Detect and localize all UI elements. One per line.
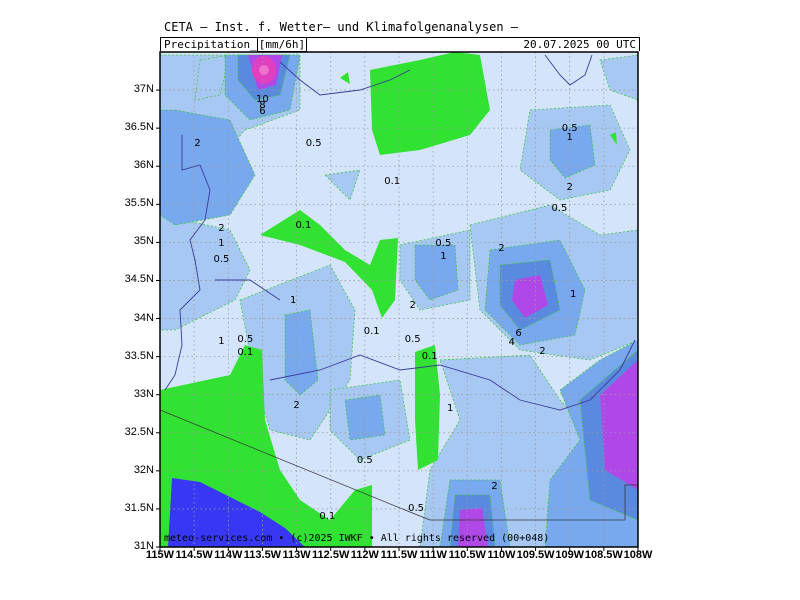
contour-label: 0.1 — [363, 325, 380, 337]
contour-label: 0.5 — [408, 503, 425, 515]
contour-label: 0.5 — [237, 334, 254, 346]
lat-tick-label: 33.5N — [124, 349, 154, 362]
lat-tick-label: 31N — [133, 540, 154, 552]
lat-tick-label: 36.5N — [124, 121, 154, 134]
lon-tick-label: 109.5W — [516, 549, 555, 561]
lat-tick-label: 35.5N — [124, 197, 154, 210]
lon-tick-label: 113.5W — [243, 549, 282, 561]
lat-tick-label: 31.5N — [124, 501, 154, 514]
lon-tick-label: 111W — [419, 549, 447, 561]
lat-tick-label: 35N — [133, 235, 154, 248]
lon-tick-label: 112.5W — [312, 549, 350, 561]
lon-tick-label: 108W — [623, 549, 653, 561]
lat-tick-label: 34N — [133, 311, 154, 324]
contour-label: 1 — [447, 402, 454, 414]
contour-label: 1 — [218, 238, 225, 250]
lat-tick-label: 34.5N — [124, 273, 154, 286]
contour-label: 2 — [194, 137, 201, 149]
contour-label: 6 — [515, 328, 522, 340]
contour-label: 8 — [259, 99, 266, 111]
lat-tick-label: 37N — [133, 83, 154, 96]
contour-label: 1 — [569, 288, 577, 300]
contour-label: 0.1 — [384, 175, 401, 187]
contour-label: 1 — [218, 335, 225, 347]
lon-tick-label: 113W — [282, 549, 311, 561]
contour-label: 0.5 — [213, 253, 230, 265]
lon-tick-label: 114.5W — [175, 549, 213, 561]
map-grid — [160, 52, 638, 547]
contour-label: 2 — [491, 480, 498, 492]
precipitation-field — [160, 52, 638, 547]
lon-tick-label: 108.5W — [584, 549, 623, 561]
contour-label: 0.5 — [435, 238, 452, 250]
contour-label: 2 — [566, 182, 573, 194]
contour-label: 2 — [218, 223, 225, 235]
lon-tick-label: 111.5W — [380, 549, 418, 561]
contour-label: 0.1 — [295, 220, 312, 232]
variable-label: Precipitation_ [mm/6h] — [164, 37, 308, 52]
contour-label: 0.1 — [319, 511, 336, 523]
contour-label: 4 — [508, 337, 515, 349]
axis-ticks — [156, 89, 639, 551]
contour-label: 0.5 — [561, 122, 578, 134]
contour-label: 0.1 — [237, 347, 254, 359]
contour-label: 2 — [293, 399, 300, 411]
contour-label: 6 — [259, 105, 266, 117]
variable-bar: Precipitation_ [mm/6h] 20.07.2025 00 UTC — [160, 37, 640, 52]
lat-tick-label: 33N — [133, 387, 154, 400]
lon-tick-label: 110.5W — [448, 549, 486, 561]
valid-time: 20.07.2025 00 UTC — [523, 38, 636, 51]
contour-label: 2 — [409, 300, 416, 312]
contour-label: 0.5 — [551, 202, 568, 214]
contour-label: 0.5 — [404, 333, 421, 345]
contour-label: 0.5 — [305, 137, 322, 149]
lon-tick-label: 115W — [145, 549, 175, 561]
boundaries — [160, 54, 638, 521]
contour-label: 2 — [539, 345, 546, 357]
contour-label: 0.5 — [356, 455, 373, 467]
contour-label: 10 — [256, 94, 269, 106]
water-body — [168, 478, 305, 547]
lon-tick-label: 112W — [350, 549, 379, 561]
lon-tick-label: 110W — [487, 549, 516, 561]
contour-label: 2 — [498, 242, 505, 254]
map-title: CETA — Inst. f. Wetter— und Klimafolgena… — [164, 20, 519, 34]
footer-credit: meteo-services.com • (c)2025 IWKF • All … — [164, 533, 550, 544]
lat-tick-label: 36N — [133, 159, 154, 172]
lat-tick-label: 32.5N — [124, 425, 154, 438]
contour-label: 1 — [289, 294, 297, 306]
lon-tick-label: 114W — [214, 549, 243, 561]
contour-label: 1 — [566, 131, 573, 143]
lon-tick-label: 109W — [555, 549, 585, 561]
lat-tick-label: 32N — [133, 463, 154, 476]
contour-label: 0.1 — [421, 351, 438, 363]
contour-label: 1 — [440, 250, 447, 262]
